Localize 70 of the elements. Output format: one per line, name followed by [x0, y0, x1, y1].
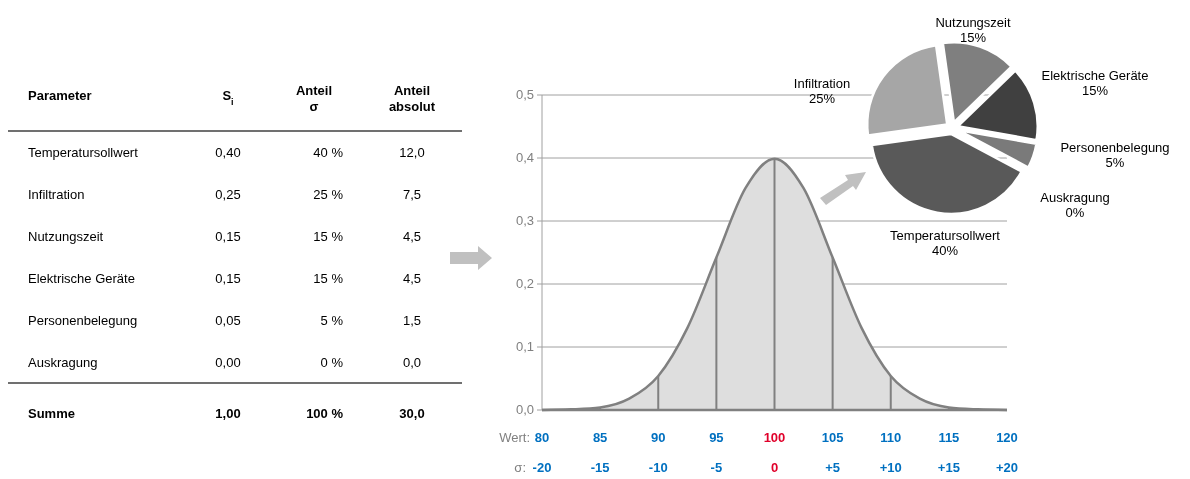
x-tick-label: 95	[709, 430, 724, 445]
x2-axis-title: σ:	[514, 460, 526, 475]
data-label: 40%	[931, 243, 959, 258]
category-label: Auskragung	[1040, 190, 1110, 205]
slice-label: Temperatursollwert	[890, 228, 1001, 243]
category-label: Summe	[28, 406, 75, 421]
x2-tick-label: -20	[532, 460, 552, 475]
data-label: 4,5	[402, 271, 422, 286]
data-label: 15%	[1081, 83, 1109, 98]
data-label: 0,00	[215, 355, 241, 370]
data-label: 5 %	[320, 313, 344, 328]
text: 0%	[1065, 205, 1085, 220]
x-tick-label: 120	[996, 430, 1018, 445]
data-label: 0,15	[215, 271, 241, 286]
data-label: 15%	[959, 30, 987, 45]
data-label: 100 %	[306, 406, 344, 421]
x2-tick-label: 0	[770, 460, 779, 475]
x2-tick-label: -10	[648, 460, 668, 475]
y-tick-label: 0,2	[515, 276, 534, 291]
y-tick-label: 0,0	[515, 402, 534, 417]
category-label: Temperatursollwert	[28, 145, 139, 160]
x2-tick-label: -5	[710, 460, 723, 475]
data-label: 12,0	[399, 145, 425, 160]
text: S$_{i}$	[222, 88, 234, 107]
category-label: Nutzungszeit	[28, 229, 104, 244]
data-label: 0,05	[215, 313, 241, 328]
slice-label: Nutzungszeit	[935, 15, 1011, 30]
category-label: Personenbelegung	[28, 313, 138, 328]
data-label: 15 %	[313, 271, 344, 286]
data-label: 1,00	[215, 406, 241, 421]
x2-tick-label: +20	[995, 460, 1019, 475]
y-tick-label: 0,3	[515, 213, 534, 228]
data-label: 5%	[1105, 155, 1125, 170]
x-tick-label: 115	[938, 430, 960, 445]
data-label: 0,15	[215, 229, 241, 244]
data-label: 4,5	[402, 229, 422, 244]
slice-label: Personenbelegung	[1060, 140, 1170, 155]
slice-label: Infiltration	[793, 76, 851, 91]
data-label: 40 %	[313, 145, 344, 160]
data-label: 1,5	[402, 313, 422, 328]
x-tick-label: 80	[534, 430, 550, 445]
y-tick-label: 0,1	[515, 339, 534, 354]
data-label: 0,40	[215, 145, 241, 160]
text: Anteil σ	[295, 83, 333, 114]
data-label: 7,5	[402, 187, 422, 202]
data-label: 25 %	[313, 187, 344, 202]
y-tick-label: 0,4	[515, 150, 534, 165]
x2-tick-label: +15	[937, 460, 960, 475]
data-label: 0,0	[402, 355, 422, 370]
x-tick-label: 85	[592, 430, 608, 445]
x2-tick-label: +10	[879, 460, 902, 475]
x-tick-label: 110	[880, 430, 902, 445]
y-tick-label: 0,5	[515, 87, 534, 102]
data-label: 0 %	[320, 355, 344, 370]
slice-label: Elektrische Geräte	[1041, 68, 1149, 83]
data-label: 0,25	[215, 187, 241, 202]
x-tick-label: 90	[651, 430, 666, 445]
category-label: Auskragung	[28, 355, 98, 370]
data-label: 25%	[808, 91, 836, 106]
category-label: Infiltration	[28, 187, 85, 202]
text: Parameter	[28, 88, 92, 103]
x-tick-label: 105	[821, 430, 844, 445]
category-label: Elektrische Geräte	[28, 271, 135, 286]
data-label: 30,0	[399, 406, 425, 421]
x2-tick-label: -15	[590, 460, 610, 475]
x-axis-title: Wert:	[499, 430, 530, 445]
data-label: 15 %	[313, 229, 344, 244]
x2-tick-label: +5	[825, 460, 841, 475]
x-tick-label: 100	[763, 430, 786, 445]
text: Anteil absolut	[388, 83, 436, 114]
